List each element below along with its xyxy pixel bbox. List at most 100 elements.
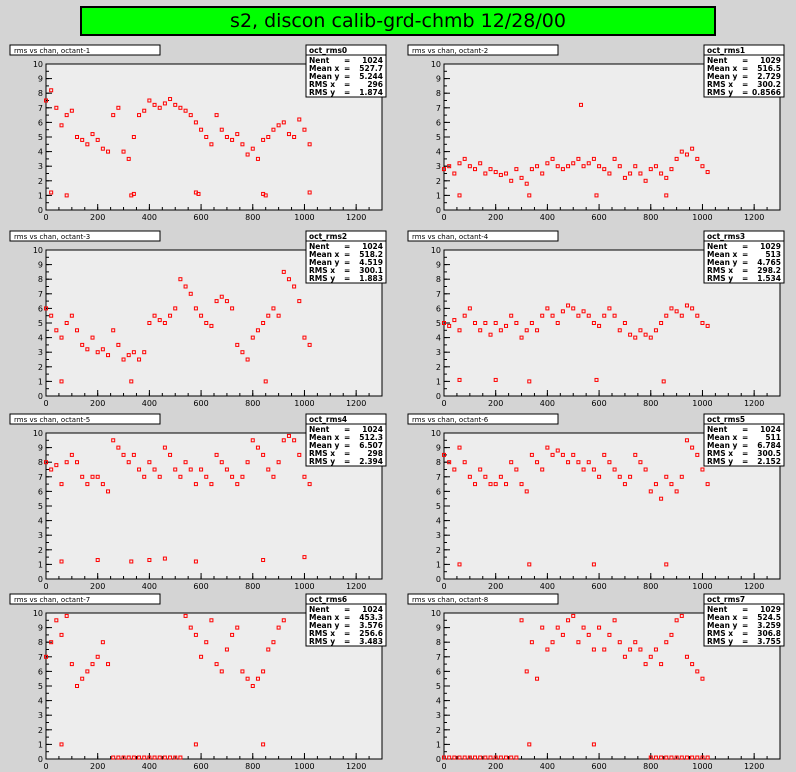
x-tick-label: 1000 bbox=[294, 213, 314, 222]
stats-key: Mean y bbox=[707, 258, 738, 267]
data-point bbox=[219, 460, 224, 465]
x-tick-label: 0 bbox=[441, 399, 446, 408]
data-point bbox=[116, 105, 121, 110]
data-point bbox=[586, 460, 591, 465]
stats-value: 1.874 bbox=[359, 88, 383, 97]
data-point bbox=[638, 460, 643, 465]
y-tick-label: 3 bbox=[436, 348, 441, 357]
data-point bbox=[586, 632, 591, 637]
x-tick-label: 200 bbox=[90, 213, 105, 222]
data-point bbox=[594, 193, 599, 198]
data-point bbox=[452, 467, 457, 472]
data-point bbox=[95, 474, 100, 479]
data-point bbox=[643, 662, 648, 667]
stats-equals: = bbox=[742, 629, 748, 638]
stats-key: Mean x bbox=[707, 613, 738, 622]
x-tick-label: 800 bbox=[643, 762, 658, 771]
page-title: s2, discon calib-grd-chmb 12/28/00 bbox=[80, 6, 716, 36]
data-point bbox=[504, 171, 509, 176]
data-point bbox=[560, 309, 565, 314]
data-point bbox=[286, 433, 291, 438]
data-point bbox=[467, 474, 472, 479]
y-tick-label: 6 bbox=[38, 304, 43, 313]
y-tick-label: 1 bbox=[38, 740, 43, 749]
data-point bbox=[638, 647, 643, 652]
y-tick-label: 5 bbox=[436, 682, 441, 691]
stats-key: Nent bbox=[707, 425, 728, 434]
y-tick-label: 5 bbox=[38, 502, 43, 511]
stats-value: 516.5 bbox=[757, 64, 781, 73]
chart-title-box bbox=[407, 44, 559, 56]
stats-key: Mean y bbox=[707, 72, 738, 81]
data-point bbox=[705, 170, 710, 175]
data-point bbox=[535, 164, 540, 169]
data-point bbox=[612, 156, 617, 161]
data-point bbox=[581, 164, 586, 169]
stats-value: 513 bbox=[765, 250, 781, 259]
data-point bbox=[240, 142, 245, 147]
data-point bbox=[527, 193, 532, 198]
stats-name: oct_rms1 bbox=[707, 46, 745, 55]
data-point bbox=[602, 452, 607, 457]
stats-box bbox=[305, 593, 387, 647]
stats-value: 0.8566 bbox=[752, 88, 781, 97]
data-point bbox=[612, 313, 617, 318]
data-point bbox=[100, 146, 105, 151]
data-point bbox=[188, 467, 193, 472]
x-tick-label: 800 bbox=[643, 213, 658, 222]
data-point bbox=[462, 755, 467, 760]
y-tick-label: 2 bbox=[38, 726, 43, 735]
data-point bbox=[555, 321, 560, 325]
data-point bbox=[193, 632, 198, 637]
stats-key: RMS x bbox=[707, 629, 733, 638]
stats-key: Mean y bbox=[707, 441, 738, 450]
data-point bbox=[447, 323, 452, 328]
data-point bbox=[59, 742, 64, 747]
y-tick-label: 9 bbox=[436, 261, 441, 270]
stats-equals: = bbox=[344, 629, 350, 638]
data-point bbox=[669, 167, 674, 172]
y-tick-label: 0 bbox=[436, 392, 441, 401]
data-point bbox=[307, 342, 312, 347]
data-point bbox=[152, 313, 157, 318]
data-point bbox=[519, 618, 524, 623]
data-point bbox=[488, 755, 493, 760]
data-point bbox=[457, 755, 462, 760]
data-point bbox=[617, 640, 622, 645]
data-point bbox=[245, 152, 250, 157]
data-point bbox=[168, 452, 173, 457]
data-point bbox=[529, 321, 534, 325]
plot-pad-6: rms vs chan, octant-6 oct_rms5 Nent = 1024 Me… bbox=[404, 411, 788, 591]
data-point bbox=[142, 350, 147, 355]
stats-key: Mean y bbox=[309, 441, 340, 450]
stats-value: 2.729 bbox=[757, 72, 781, 81]
data-point bbox=[576, 460, 581, 465]
stats-equals: = bbox=[344, 266, 350, 275]
data-point bbox=[488, 167, 493, 172]
data-point bbox=[281, 438, 286, 443]
y-tick-label: 2 bbox=[436, 177, 441, 186]
y-tick-label: 3 bbox=[38, 162, 43, 171]
data-point bbox=[142, 108, 147, 113]
data-point bbox=[612, 467, 617, 472]
data-point bbox=[566, 460, 571, 465]
data-point bbox=[255, 445, 260, 450]
x-tick-label: 0 bbox=[441, 213, 446, 222]
data-point bbox=[628, 171, 633, 176]
data-point bbox=[509, 313, 514, 318]
stats-value: 3.755 bbox=[757, 637, 781, 646]
stats-key: RMS y bbox=[707, 457, 733, 466]
data-point bbox=[250, 438, 255, 443]
stats-equals: = bbox=[344, 72, 350, 81]
data-point bbox=[617, 328, 622, 333]
data-point bbox=[292, 284, 297, 289]
data-point bbox=[193, 482, 198, 487]
data-point bbox=[527, 562, 532, 567]
data-point bbox=[578, 102, 583, 107]
stats-name: oct_rms4 bbox=[309, 415, 347, 424]
data-point bbox=[607, 306, 612, 311]
data-point bbox=[493, 170, 498, 175]
data-point bbox=[679, 313, 684, 318]
